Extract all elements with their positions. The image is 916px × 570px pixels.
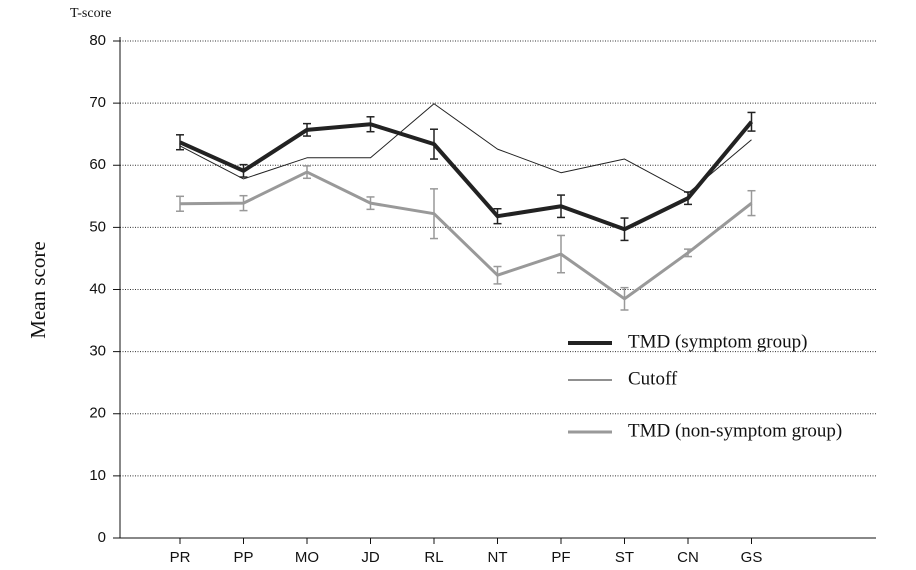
y-tick-label: 40 — [89, 280, 106, 297]
x-tick-label: MO — [295, 549, 319, 566]
legend-label: Cutoff — [628, 368, 678, 389]
x-tick-label: GS — [741, 549, 763, 566]
y-tick-label: 0 — [98, 529, 106, 546]
y-tick-label: 20 — [89, 405, 106, 422]
legend-label: TMD (symptom group) — [628, 331, 807, 352]
y-axis-label: Mean score — [26, 241, 50, 338]
y-tick-label: 30 — [89, 343, 106, 360]
x-tick-label: ST — [615, 549, 634, 566]
x-tick-label: RL — [424, 549, 443, 566]
x-tick-label: JD — [361, 549, 380, 566]
y-tick-label: 10 — [89, 467, 106, 484]
y-unit-label: T-score — [70, 6, 111, 21]
y-tick-label: 70 — [89, 94, 106, 111]
x-tick-label: PF — [551, 549, 570, 566]
series-line — [179, 120, 754, 232]
x-tick-label: NT — [488, 549, 508, 566]
y-tick-label: 80 — [89, 32, 106, 49]
y-tick-label: 50 — [89, 218, 106, 235]
series-line — [179, 103, 752, 194]
x-tick-label: PP — [233, 549, 253, 566]
error-bar — [747, 189, 756, 217]
series-line — [179, 170, 753, 301]
x-tick-label: PR — [170, 549, 191, 566]
legend-label: TMD (non-symptom group) — [628, 420, 842, 441]
x-tick-label: CN — [677, 549, 699, 566]
y-tick-label: 60 — [89, 156, 106, 173]
